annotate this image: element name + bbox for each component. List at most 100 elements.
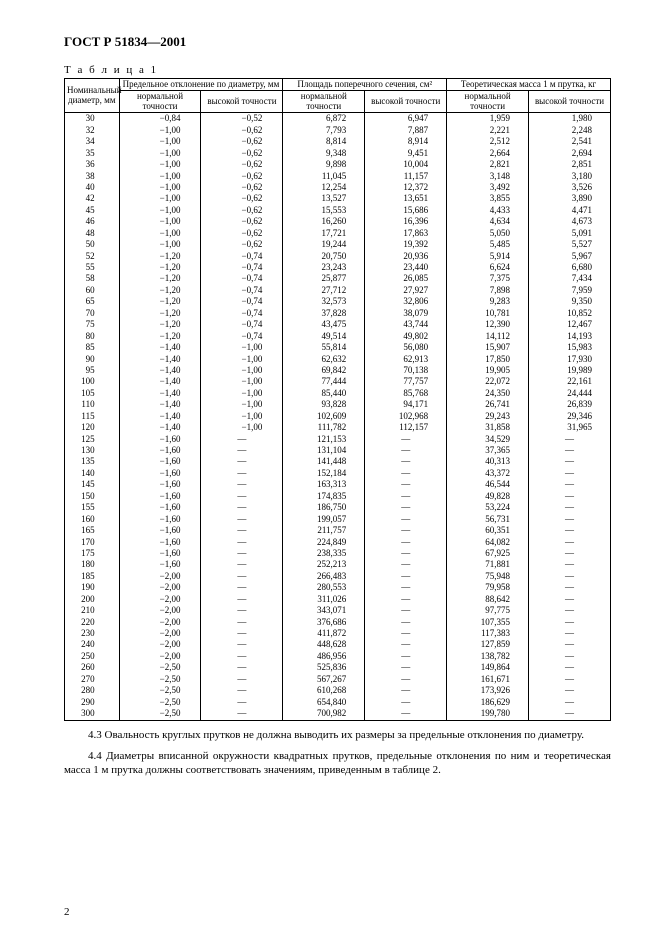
table-cell: −0,62 [201, 205, 283, 216]
table-cell: 486,956 [283, 651, 365, 662]
table-cell: — [201, 456, 283, 467]
table-cell: 22,072 [447, 376, 529, 387]
table-cell: 280,553 [283, 582, 365, 593]
table-cell: — [529, 662, 611, 673]
table-cell: — [529, 548, 611, 559]
table-cell: −1,00 [201, 422, 283, 433]
table-row: 36−1,00−0,629,89810,0042,8212,851 [65, 159, 611, 170]
table-cell: 9,451 [365, 148, 447, 159]
table-cell: −0,62 [201, 182, 283, 193]
table-row: 175−1,60—238,335—67,925— [65, 548, 611, 559]
table-cell: 3,855 [447, 193, 529, 204]
table-cell: 9,348 [283, 148, 365, 159]
table-cell: 111,782 [283, 422, 365, 433]
table-cell: 567,267 [283, 674, 365, 685]
table-cell: 23,243 [283, 262, 365, 273]
data-table: Номинальный диаметр, мм Предельное откло… [64, 78, 611, 721]
table-cell: 53,224 [447, 502, 529, 513]
table-cell: −1,00 [119, 239, 201, 250]
table-row: 180−1,60—252,213—71,881— [65, 559, 611, 570]
table-cell: — [529, 491, 611, 502]
table-cell: — [201, 708, 283, 720]
table-cell: — [529, 571, 611, 582]
table-cell: 140 [65, 468, 120, 479]
table-row: 200−2,00—311,026—88,642— [65, 594, 611, 605]
table-row: 240−2,00—448,628—127,859— [65, 639, 611, 650]
table-cell: 270 [65, 674, 120, 685]
th-dev-norm: нормальной точности [119, 91, 201, 113]
table-cell: 27,927 [365, 285, 447, 296]
table-cell: 43,372 [447, 468, 529, 479]
table-cell: 11,157 [365, 171, 447, 182]
table-cell: 15,686 [365, 205, 447, 216]
table-row: 220−2,00—376,686—107,355— [65, 617, 611, 628]
table-cell: — [365, 548, 447, 559]
table-cell: 75,948 [447, 571, 529, 582]
table-row: 60−1,20−0,7427,71227,9277,8987,959 [65, 285, 611, 296]
table-cell: — [365, 628, 447, 639]
table-cell: 160 [65, 514, 120, 525]
table-cell: — [365, 582, 447, 593]
table-cell: 95 [65, 365, 120, 376]
table-cell: — [529, 537, 611, 548]
table-cell: — [365, 697, 447, 708]
table-cell: −1,40 [119, 422, 201, 433]
table-cell: 12,467 [529, 319, 611, 330]
doc-title: ГОСТ Р 51834—2001 [64, 34, 611, 50]
table-row: 155−1,60—186,750—53,224— [65, 502, 611, 513]
table-cell: 3,526 [529, 182, 611, 193]
table-cell: 2,851 [529, 159, 611, 170]
table-cell: — [529, 628, 611, 639]
table-cell: 9,350 [529, 296, 611, 307]
table-cell: −1,60 [119, 445, 201, 456]
table-cell: 55 [65, 262, 120, 273]
table-row: 95−1,40−1,0069,84270,13819,90519,989 [65, 365, 611, 376]
table-cell: — [201, 594, 283, 605]
table-cell: 117,383 [447, 628, 529, 639]
table-cell: −1,00 [119, 136, 201, 147]
table-cell: 31,965 [529, 422, 611, 433]
table-row: 52−1,20−0,7420,75020,9365,9145,967 [65, 251, 611, 262]
table-cell: −1,40 [119, 399, 201, 410]
table-cell: −1,20 [119, 296, 201, 307]
table-cell: — [529, 708, 611, 720]
table-cell: 174,835 [283, 491, 365, 502]
table-cell: −1,00 [119, 171, 201, 182]
table-cell: 5,485 [447, 239, 529, 250]
table-cell: — [529, 514, 611, 525]
page-number: 2 [64, 906, 70, 918]
th-area: Площадь поперечного сечения, см² [283, 79, 447, 91]
table-row: 75−1,20−0,7443,47543,74412,39012,467 [65, 319, 611, 330]
th-mass-high: высокой точности [529, 91, 611, 113]
table-row: 140−1,60—152,184—43,372— [65, 468, 611, 479]
table-cell: 7,375 [447, 273, 529, 284]
table-cell: −1,00 [119, 228, 201, 239]
table-cell: 131,104 [283, 445, 365, 456]
table-cell: — [365, 514, 447, 525]
table-cell: 115 [65, 411, 120, 422]
table-cell: 46 [65, 216, 120, 227]
table-cell: — [529, 685, 611, 696]
table-cell: 77,757 [365, 376, 447, 387]
table-cell: — [365, 434, 447, 445]
table-cell: — [201, 639, 283, 650]
table-cell: 15,553 [283, 205, 365, 216]
table-cell: 3,492 [447, 182, 529, 193]
table-cell: — [201, 571, 283, 582]
table-cell: 48 [65, 228, 120, 239]
table-cell: −1,40 [119, 388, 201, 399]
table-cell: 300 [65, 708, 120, 720]
table-row: 85−1,40−1,0055,81456,08015,90715,983 [65, 342, 611, 353]
table-row: 105−1,40−1,0085,44085,76824,35024,444 [65, 388, 611, 399]
table-cell: 43,744 [365, 319, 447, 330]
table-cell: 42 [65, 193, 120, 204]
table-cell: 26,741 [447, 399, 529, 410]
table-cell: 2,694 [529, 148, 611, 159]
table-cell: 45 [65, 205, 120, 216]
table-cell: 250 [65, 651, 120, 662]
th-mass: Теоретическая масса 1 м прутка, кг [447, 79, 611, 91]
table-cell: 185 [65, 571, 120, 582]
th-dev-high: высокой точности [201, 91, 283, 113]
table-cell: 56,731 [447, 514, 529, 525]
table-cell: 37,365 [447, 445, 529, 456]
